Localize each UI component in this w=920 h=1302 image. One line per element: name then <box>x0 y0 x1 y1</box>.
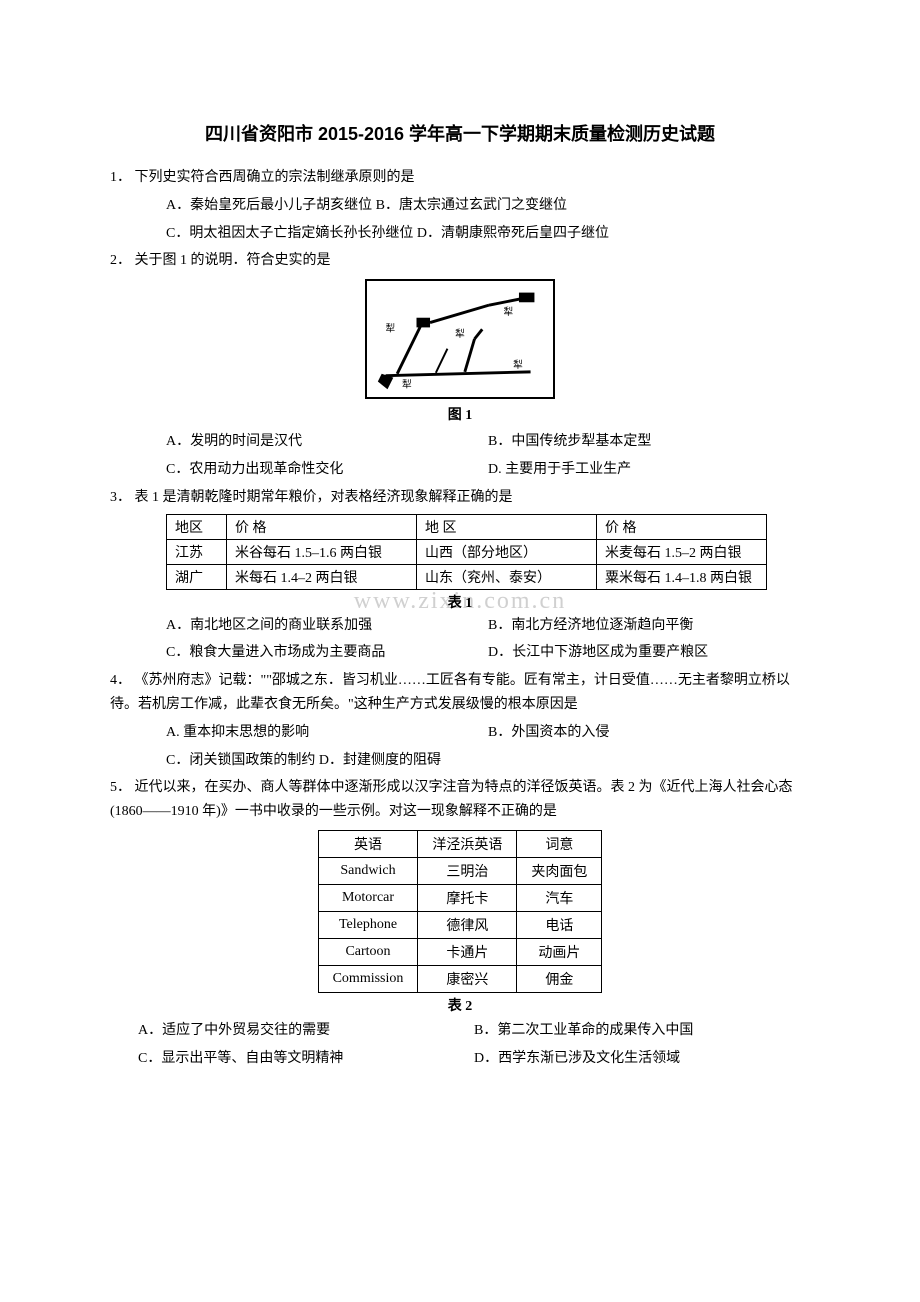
table-row: 湖广 米每石 1.4–2 两白银 山东（兖州、泰安） 粟米每石 1.4–1.8 … <box>167 564 767 589</box>
figure-1-block: 犁 犁 犁 犁 犁 图 1 <box>110 279 810 424</box>
q2-option-c: C．农用动力出现革命性交化 <box>166 458 488 482</box>
svg-text:犁: 犁 <box>455 328 465 340</box>
q5-number: 5． <box>110 780 131 795</box>
q2-option-a: A．发明的时间是汉代 <box>166 430 488 454</box>
t2-r3c1: Telephone <box>318 911 418 938</box>
t2-r3c2: 德律风 <box>418 911 517 938</box>
q1-stem: 下列史实符合西周确立的宗法制继承原则的是 <box>135 170 415 185</box>
t2-h2: 洋泾浜英语 <box>418 830 517 857</box>
q5-stem: 近代以来，在买办、商人等群体中逐渐形成以汉字注音为特点的洋径饭英语。表 2 为《… <box>110 780 793 819</box>
t1-r2c3: 山东（兖州、泰安） <box>417 564 597 589</box>
t2-r2c3: 汽车 <box>517 884 602 911</box>
t2-r5c2: 康密兴 <box>418 965 517 992</box>
q3-options-row1: A．南北地区之间的商业联系加强 B．南北方经济地位逐渐趋向平衡 <box>110 614 810 638</box>
table-row: Telephone 德律风 电话 <box>318 911 602 938</box>
t2-r1c1: Sandwich <box>318 857 418 884</box>
table-row: 江苏 米谷每石 1.5–1.6 两白银 山西（部分地区） 米麦每石 1.5–2 … <box>167 539 767 564</box>
t2-r4c1: Cartoon <box>318 938 418 965</box>
t1-h1: 地区 <box>167 514 227 539</box>
question-5: 5． 近代以来，在买办、商人等群体中逐渐形成以汉字注音为特点的洋径饭英语。表 2… <box>110 776 810 824</box>
t1-h3: 地 区 <box>417 514 597 539</box>
table-2: 英语 洋泾浜英语 词意 Sandwich 三明治 夹肉面包 Motorcar 摩… <box>318 830 603 993</box>
q3-option-a: A．南北地区之间的商业联系加强 <box>166 614 488 638</box>
table-row: Cartoon 卡通片 动画片 <box>318 938 602 965</box>
q2-number: 2． <box>110 253 131 268</box>
t1-r1c4: 米麦每石 1.5–2 两白银 <box>597 539 767 564</box>
figure-1-image: 犁 犁 犁 犁 犁 <box>365 279 555 399</box>
q1-number: 1． <box>110 170 131 185</box>
t2-r3c3: 电话 <box>517 911 602 938</box>
svg-text:犁: 犁 <box>402 379 412 391</box>
q5-option-c: C．显示出平等、自由等文明精神 <box>138 1047 474 1071</box>
q5-option-b: B．第二次工业革命的成果传入中国 <box>474 1019 810 1043</box>
table-1-caption: 表 1 <box>110 592 810 612</box>
q4-option-a: A. 重本抑末思想的影响 <box>166 721 488 745</box>
t2-r4c2: 卡通片 <box>418 938 517 965</box>
q1-option-cd: C．明太祖因太子亡指定嫡长孙长孙继位 D．清朝康熙帝死后皇四子继位 <box>110 222 810 246</box>
svg-text:犁: 犁 <box>386 322 396 334</box>
t2-r2c2: 摩托卡 <box>418 884 517 911</box>
q3-option-b: B．南北方经济地位逐渐趋向平衡 <box>488 614 810 638</box>
question-2: 2． 关于图 1 的说明．符合史实的是 <box>110 249 810 273</box>
t2-r5c1: Commission <box>318 965 418 992</box>
q2-options-row1: A．发明的时间是汉代 B．中国传统步犁基本定型 <box>110 430 810 454</box>
q5-options-row1: A．适应了中外贸易交往的需要 B．第二次工业革命的成果传入中国 <box>110 1019 810 1043</box>
q4-number: 4． <box>110 673 131 688</box>
t1-r1c2: 米谷每石 1.5–1.6 两白银 <box>227 539 417 564</box>
t2-r1c3: 夹肉面包 <box>517 857 602 884</box>
plough-icon: 犁 犁 犁 犁 犁 <box>367 281 553 397</box>
t1-r2c4: 粟米每石 1.4–1.8 两白银 <box>597 564 767 589</box>
q1-option-ab: A．秦始皇死后最小儿子胡亥继位 B．唐太宗通过玄武门之变继位 <box>110 194 810 218</box>
t1-r2c1: 湖广 <box>167 564 227 589</box>
q4-option-cd: C．闭关锁国政策的制约 D．封建侧度的阻碍 <box>110 749 810 773</box>
q5-options-row2: C．显示出平等、自由等文明精神 D．西学东渐已涉及文化生活领域 <box>110 1047 810 1071</box>
q4-option-b: B．外国资本的入侵 <box>488 721 810 745</box>
question-4: 4． 《苏州府志》记载：""邵城之东．皆习机业……工匠各有专能。匠有常主，计日受… <box>110 669 810 717</box>
table-row: 地区 价 格 地 区 价 格 <box>167 514 767 539</box>
question-3: 3． 表 1 是清朝乾隆时期常年粮价，对表格经济现象解释正确的是 <box>110 486 810 510</box>
q2-stem: 关于图 1 的说明．符合史实的是 <box>135 253 331 268</box>
t1-r1c1: 江苏 <box>167 539 227 564</box>
figure-1-caption: 图 1 <box>110 404 810 424</box>
t2-r1c2: 三明治 <box>418 857 517 884</box>
table-row: Motorcar 摩托卡 汽车 <box>318 884 602 911</box>
t1-r2c2: 米每石 1.4–2 两白银 <box>227 564 417 589</box>
svg-text:犁: 犁 <box>504 306 514 318</box>
t2-h1: 英语 <box>318 830 418 857</box>
t2-r2c1: Motorcar <box>318 884 418 911</box>
table-1: 地区 价 格 地 区 价 格 江苏 米谷每石 1.5–1.6 两白银 山西（部分… <box>166 514 767 590</box>
question-1: 1． 下列史实符合西周确立的宗法制继承原则的是 <box>110 166 810 190</box>
q4-stem: 《苏州府志》记载：""邵城之东．皆习机业……工匠各有专能。匠有常主，计日受值……… <box>110 673 790 712</box>
table-2-caption: 表 2 <box>110 995 810 1015</box>
q2-options-row2: C．农用动力出现革命性交化 D. 主要用于手工业生产 <box>110 458 810 482</box>
q3-options-row2: C．粮食大量进入市场成为主要商品 D．长江中下游地区成为重要产粮区 <box>110 641 810 665</box>
q2-option-b: B．中国传统步犁基本定型 <box>488 430 810 454</box>
t2-r5c3: 佣金 <box>517 965 602 992</box>
svg-text:犁: 犁 <box>513 359 523 371</box>
table-row: Commission 康密兴 佣金 <box>318 965 602 992</box>
t1-h2: 价 格 <box>227 514 417 539</box>
q3-stem: 表 1 是清朝乾隆时期常年粮价，对表格经济现象解释正确的是 <box>135 490 513 505</box>
t2-r4c3: 动画片 <box>517 938 602 965</box>
q5-option-a: A．适应了中外贸易交往的需要 <box>138 1019 474 1043</box>
table-row: 英语 洋泾浜英语 词意 <box>318 830 602 857</box>
t1-r1c3: 山西（部分地区） <box>417 539 597 564</box>
q3-option-d: D．长江中下游地区成为重要产粮区 <box>488 641 810 665</box>
table-row: Sandwich 三明治 夹肉面包 <box>318 857 602 884</box>
q3-number: 3． <box>110 490 131 505</box>
page-title: 四川省资阳市 2015-2016 学年高一下学期期末质量检测历史试题 <box>110 120 810 146</box>
q5-option-d: D．西学东渐已涉及文化生活领域 <box>474 1047 810 1071</box>
q4-options-row1: A. 重本抑末思想的影响 B．外国资本的入侵 <box>110 721 810 745</box>
q2-option-d: D. 主要用于手工业生产 <box>488 458 810 482</box>
q3-option-c: C．粮食大量进入市场成为主要商品 <box>166 641 488 665</box>
t1-h4: 价 格 <box>597 514 767 539</box>
t2-h3: 词意 <box>517 830 602 857</box>
